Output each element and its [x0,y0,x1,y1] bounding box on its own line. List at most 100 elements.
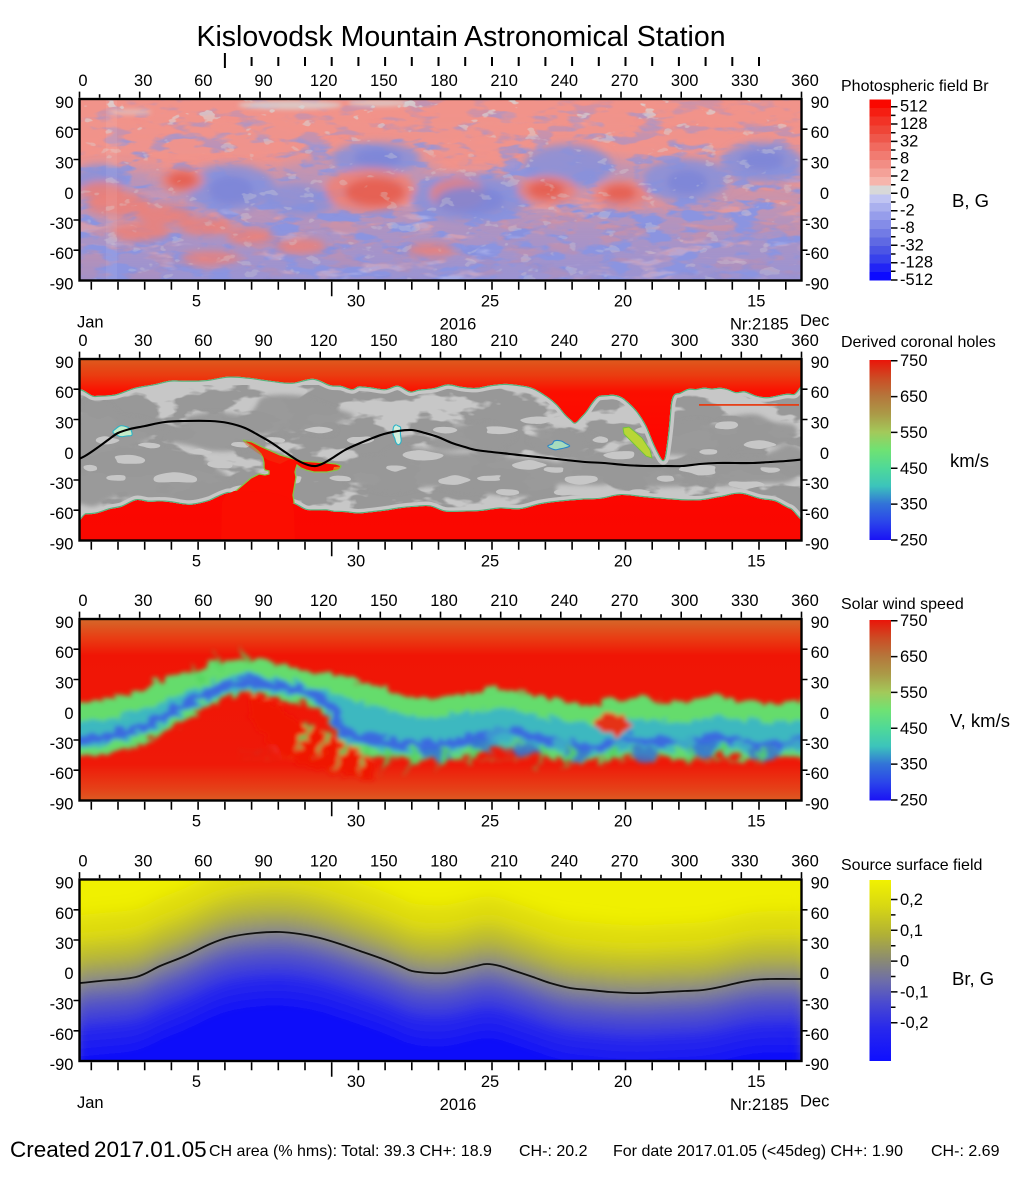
svg-text:-2: -2 [900,202,915,220]
svg-text:-30: -30 [805,996,829,1014]
svg-text:90: 90 [55,94,73,112]
svg-text:25: 25 [481,1073,499,1091]
svg-text:30: 30 [134,853,152,871]
svg-text:0: 0 [64,185,73,203]
svg-text:180: 180 [430,592,458,610]
svg-text:120: 120 [310,592,338,610]
svg-text:270: 270 [611,332,639,350]
svg-text:20: 20 [614,553,632,571]
svg-text:-30: -30 [50,215,74,233]
svg-text:Nr:2185: Nr:2185 [730,316,789,334]
svg-text:32: 32 [900,132,918,150]
svg-text:210: 210 [490,332,518,350]
svg-text:90: 90 [811,614,829,632]
svg-text:0: 0 [820,965,829,983]
svg-text:30: 30 [347,553,365,571]
svg-text:330: 330 [731,332,759,350]
svg-text:30: 30 [55,675,73,693]
svg-text:0,1: 0,1 [900,922,923,940]
svg-text:270: 270 [611,853,639,871]
svg-text:60: 60 [811,644,829,662]
svg-text:90: 90 [254,72,272,90]
svg-text:-90: -90 [50,536,74,554]
svg-text:2016: 2016 [440,1096,477,1114]
svg-text:30: 30 [55,415,73,433]
svg-text:270: 270 [611,592,639,610]
svg-text:30: 30 [347,813,365,831]
svg-text:-60: -60 [805,505,829,523]
svg-text:2: 2 [900,167,909,185]
svg-text:-30: -30 [50,735,74,753]
svg-text:120: 120 [310,853,338,871]
svg-text:150: 150 [370,853,398,871]
svg-text:60: 60 [194,853,212,871]
svg-text:0: 0 [64,445,73,463]
svg-text:650: 650 [900,648,928,666]
svg-text:0: 0 [820,185,829,203]
svg-text:60: 60 [194,592,212,610]
svg-text:5: 5 [192,553,201,571]
svg-text:-30: -30 [50,475,74,493]
svg-text:210: 210 [490,592,518,610]
svg-text:300: 300 [671,332,699,350]
svg-text:60: 60 [55,384,73,402]
svg-text:5: 5 [192,1073,201,1091]
svg-text:-90: -90 [805,276,829,294]
svg-text:60: 60 [194,332,212,350]
svg-text:0: 0 [64,965,73,983]
svg-text:350: 350 [900,756,928,774]
svg-text:90: 90 [811,875,829,893]
svg-text:120: 120 [310,332,338,350]
svg-text:360: 360 [791,853,819,871]
svg-text:240: 240 [551,592,579,610]
svg-text:-90: -90 [50,1056,74,1074]
svg-text:300: 300 [671,72,699,90]
svg-text:90: 90 [55,354,73,372]
svg-text:650: 650 [900,388,928,406]
svg-text:Created: Created [10,1137,90,1162]
svg-text:Kislovodsk Mountain Astronomic: Kislovodsk Mountain Astronomical Station [196,21,725,53]
svg-text:30: 30 [811,675,829,693]
svg-text:Dec: Dec [800,1093,829,1111]
svg-text:550: 550 [900,424,928,442]
svg-text:25: 25 [481,293,499,311]
svg-text:-60: -60 [50,505,74,523]
svg-text:15: 15 [747,813,765,831]
svg-text:300: 300 [671,853,699,871]
svg-text:Dec: Dec [800,312,829,330]
svg-text:-512: -512 [900,271,933,289]
svg-text:30: 30 [134,72,152,90]
svg-text:Solar wind speed: Solar wind speed [841,596,964,613]
svg-text:-60: -60 [50,765,74,783]
svg-text:150: 150 [370,332,398,350]
svg-text:15: 15 [747,293,765,311]
svg-text:-90: -90 [805,536,829,554]
svg-text:60: 60 [55,124,73,142]
svg-text:90: 90 [254,592,272,610]
svg-text:5: 5 [192,813,201,831]
svg-text:15: 15 [747,1073,765,1091]
svg-text:60: 60 [194,72,212,90]
svg-text:-60: -60 [805,1026,829,1044]
svg-text:90: 90 [811,354,829,372]
svg-text:-60: -60 [50,245,74,263]
svg-text:330: 330 [731,853,759,871]
svg-text:240: 240 [551,853,579,871]
svg-text:Br, G: Br, G [952,968,994,989]
svg-text:CH area (% hms): Total: 39.3 C: CH area (% hms): Total: 39.3 CH+: 18.9 [209,1143,492,1160]
svg-text:180: 180 [430,332,458,350]
svg-text:-8: -8 [900,219,915,237]
svg-text:km/s: km/s [950,450,989,471]
svg-text:250: 250 [900,792,928,810]
svg-text:8: 8 [900,150,909,168]
svg-text:350: 350 [900,496,928,514]
svg-text:240: 240 [551,332,579,350]
svg-text:0: 0 [900,184,909,202]
svg-text:-0,1: -0,1 [900,983,928,1001]
svg-text:Jan: Jan [77,314,104,332]
svg-text:330: 330 [731,592,759,610]
svg-text:5: 5 [192,293,201,311]
svg-text:90: 90 [811,94,829,112]
svg-text:Photospheric field Br: Photospheric field Br [841,78,989,95]
svg-text:30: 30 [811,415,829,433]
